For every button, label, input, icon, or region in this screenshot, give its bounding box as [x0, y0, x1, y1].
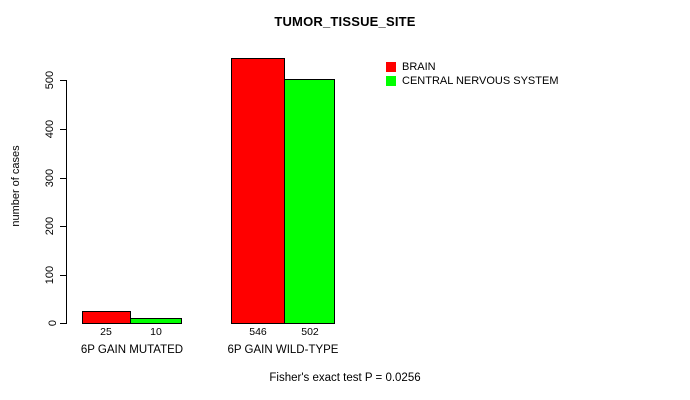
y-axis-tick-300 — [60, 178, 67, 179]
legend: BRAIN CENTRAL NERVOUS SYSTEM — [386, 60, 558, 88]
legend-swatch-brain-icon — [386, 62, 396, 72]
group-label-wildtype: 6P GAIN WILD-TYPE — [227, 344, 339, 356]
legend-swatch-cns-icon — [386, 76, 396, 86]
bar-value-wildtype-brain: 546 — [249, 326, 267, 338]
y-axis-tick-200 — [60, 226, 67, 227]
bar-wildtype-brain[interactable] — [231, 58, 285, 324]
legend-label-cns: CENTRAL NERVOUS SYSTEM — [402, 74, 559, 87]
bar-value-wildtype-cns: 502 — [301, 326, 319, 338]
chart-caption: Fisher's exact test P = 0.0256 — [269, 372, 421, 384]
bar-value-mutated-brain: 25 — [100, 326, 112, 338]
y-axis-tick-100 — [60, 275, 67, 276]
legend-item-brain[interactable]: BRAIN — [386, 60, 558, 74]
bar-wildtype-cns[interactable] — [284, 79, 335, 324]
y-axis-tick-400 — [60, 129, 67, 130]
page-title: TUMOR_TISSUE_SITE — [274, 14, 416, 29]
y-axis-tick-0 — [60, 323, 67, 324]
bar-mutated-cns[interactable] — [130, 318, 182, 324]
y-axis-line — [66, 80, 67, 324]
bar-value-mutated-cns: 10 — [150, 326, 162, 338]
legend-label-brain: BRAIN — [402, 60, 436, 73]
group-label-mutated: 6P GAIN MUTATED — [80, 344, 184, 356]
y-axis-tick-500 — [60, 80, 67, 81]
bar-mutated-brain[interactable] — [82, 311, 131, 324]
legend-item-cns[interactable]: CENTRAL NERVOUS SYSTEM — [386, 74, 558, 88]
